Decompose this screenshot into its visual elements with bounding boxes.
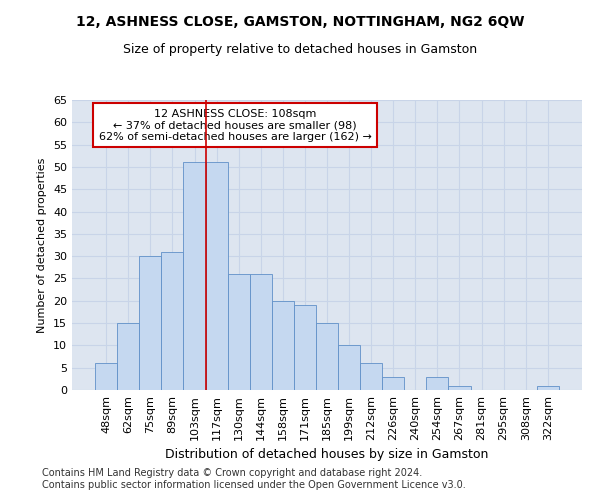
Bar xyxy=(95,363,117,390)
Bar xyxy=(117,323,139,390)
Bar xyxy=(382,376,404,390)
Bar xyxy=(227,274,250,390)
Bar xyxy=(537,386,559,390)
Bar xyxy=(427,376,448,390)
Y-axis label: Number of detached properties: Number of detached properties xyxy=(37,158,47,332)
Bar xyxy=(338,346,360,390)
Bar xyxy=(161,252,184,390)
Bar xyxy=(184,162,206,390)
Bar xyxy=(448,386,470,390)
Bar xyxy=(139,256,161,390)
Bar xyxy=(272,301,294,390)
Text: Contains HM Land Registry data © Crown copyright and database right 2024.: Contains HM Land Registry data © Crown c… xyxy=(42,468,422,477)
X-axis label: Distribution of detached houses by size in Gamston: Distribution of detached houses by size … xyxy=(166,448,488,461)
Bar xyxy=(316,323,338,390)
Bar xyxy=(294,305,316,390)
Bar xyxy=(250,274,272,390)
Text: 12, ASHNESS CLOSE, GAMSTON, NOTTINGHAM, NG2 6QW: 12, ASHNESS CLOSE, GAMSTON, NOTTINGHAM, … xyxy=(76,15,524,29)
Bar xyxy=(360,363,382,390)
Text: 12 ASHNESS CLOSE: 108sqm
← 37% of detached houses are smaller (98)
62% of semi-d: 12 ASHNESS CLOSE: 108sqm ← 37% of detach… xyxy=(99,108,371,142)
Text: Size of property relative to detached houses in Gamston: Size of property relative to detached ho… xyxy=(123,42,477,56)
Bar xyxy=(206,162,227,390)
Text: Contains public sector information licensed under the Open Government Licence v3: Contains public sector information licen… xyxy=(42,480,466,490)
